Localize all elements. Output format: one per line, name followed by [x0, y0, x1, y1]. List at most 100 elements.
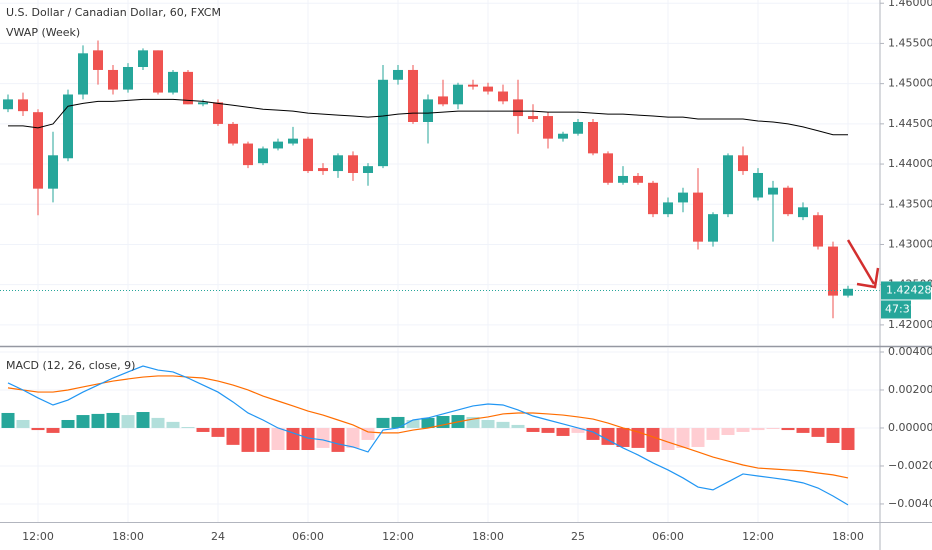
- histogram-bar: [676, 427, 690, 448]
- histogram-bar: [541, 427, 555, 433]
- histogram-bar: [556, 427, 570, 436]
- candle-body: [663, 202, 673, 215]
- candle-body: [93, 50, 103, 70]
- histogram-bar: [241, 427, 255, 452]
- histogram-bar: [1, 412, 15, 428]
- x-tick-label: 12:00: [742, 530, 774, 543]
- countdown-box: [881, 300, 911, 319]
- candle-body: [753, 172, 763, 198]
- histogram-bar: [211, 427, 225, 437]
- candle-body: [78, 53, 88, 95]
- candle-body: [168, 71, 178, 93]
- y-tick-label: 1.43500: [888, 197, 932, 210]
- histogram-bar: [481, 419, 495, 428]
- candle-body: [528, 116, 538, 120]
- histogram-bar: [121, 415, 135, 428]
- y-tick-label: −0.00200: [888, 459, 932, 472]
- histogram-bar: [91, 413, 105, 428]
- candle-body: [273, 141, 283, 149]
- candle-body: [363, 166, 373, 173]
- histogram-bar: [661, 427, 675, 451]
- candle-body: [693, 192, 703, 242]
- candle-body: [708, 214, 718, 242]
- candle-body: [33, 112, 43, 189]
- histogram-bar: [421, 417, 435, 428]
- candle-body: [843, 288, 853, 296]
- candle-body: [108, 69, 118, 90]
- candle-body: [198, 102, 208, 105]
- y-tick-label: 1.44500: [888, 117, 932, 130]
- histogram-bar: [31, 427, 45, 431]
- histogram-bar: [271, 427, 285, 451]
- candle-body: [228, 123, 238, 144]
- candle-body: [483, 86, 493, 92]
- histogram-bar: [721, 427, 735, 435]
- histogram-bar: [106, 412, 120, 428]
- candle-body: [828, 246, 838, 296]
- candle-body: [453, 84, 463, 105]
- price-label: 1.42428: [886, 283, 932, 296]
- candle-body: [183, 71, 193, 105]
- candle-body: [393, 69, 403, 80]
- x-tick-label: 18:00: [472, 530, 504, 543]
- histogram-bar: [496, 421, 510, 428]
- chart-title: U.S. Dollar / Canadian Dollar, 60, FXCM: [6, 6, 221, 19]
- vwap-line: [8, 98, 848, 136]
- candle-body: [318, 168, 328, 172]
- y-tick-label: 0.00000: [888, 421, 932, 434]
- candle-body: [798, 207, 808, 218]
- candle-body: [18, 99, 28, 112]
- histogram-bar: [166, 421, 180, 428]
- histogram-bar: [511, 424, 525, 428]
- candle-body: [138, 50, 148, 67]
- indicator-label: VWAP (Week): [6, 26, 80, 39]
- histogram-bar: [811, 427, 825, 437]
- histogram-bar: [691, 427, 705, 447]
- candle-body: [783, 187, 793, 215]
- histogram-bar: [46, 427, 60, 433]
- histogram-bar: [316, 427, 330, 448]
- x-tick-label: 12:00: [22, 530, 54, 543]
- candle-body: [423, 99, 433, 122]
- histogram-bar: [841, 427, 855, 451]
- y-tick-label: 1.42000: [888, 318, 932, 331]
- histogram-bar: [331, 427, 345, 452]
- candle-body: [123, 66, 133, 90]
- candle-body: [153, 50, 163, 93]
- y-tick-label: 1.45500: [888, 36, 932, 49]
- y-tick-label: 1.45000: [888, 77, 932, 90]
- histogram-bar: [736, 427, 750, 432]
- histogram-bar: [796, 427, 810, 433]
- histogram-bar: [361, 427, 375, 440]
- candle-body: [303, 138, 313, 172]
- histogram-bar: [406, 419, 420, 428]
- histogram-bar: [61, 419, 75, 428]
- candle-body: [258, 148, 268, 164]
- histogram-bar: [586, 427, 600, 440]
- x-tick-label: 06:00: [292, 530, 324, 543]
- signal-line: [7, 375, 849, 479]
- histogram-bar: [706, 427, 720, 440]
- candle-body: [768, 187, 778, 195]
- candle-body: [648, 182, 658, 215]
- histogram-bar: [151, 417, 165, 428]
- candle-body: [378, 79, 388, 167]
- candle-body: [558, 133, 568, 139]
- x-tick-label: 06:00: [652, 530, 684, 543]
- histogram-bar: [571, 427, 585, 433]
- histogram-bar: [826, 427, 840, 443]
- candle-body: [63, 94, 73, 159]
- candle-body: [243, 143, 253, 166]
- candle-body: [738, 155, 748, 172]
- candle-body: [603, 153, 613, 183]
- x-tick-label: 12:00: [382, 530, 414, 543]
- histogram-bar: [346, 427, 360, 448]
- histogram-bar: [436, 416, 450, 428]
- histogram-bar: [526, 427, 540, 432]
- y-tick-label: 1.44000: [888, 157, 932, 170]
- x-tick-label: 18:00: [112, 530, 144, 543]
- candle-body: [633, 175, 643, 183]
- candle-body: [438, 96, 448, 105]
- histogram-bar: [136, 412, 150, 428]
